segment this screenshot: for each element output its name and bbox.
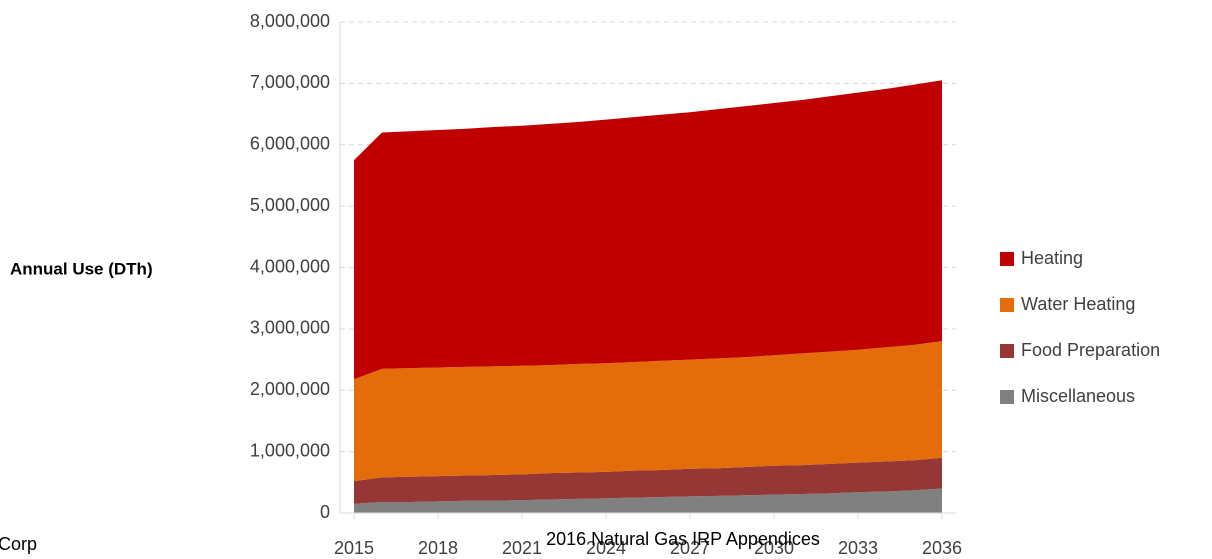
x-tick-label: 2024 xyxy=(586,538,626,558)
x-tick-label: 2033 xyxy=(838,538,878,558)
y-tick-label: 0 xyxy=(320,502,330,522)
legend-swatch xyxy=(1000,298,1014,312)
y-tick-label: 1,000,000 xyxy=(250,440,330,460)
legend-label: Miscellaneous xyxy=(1021,386,1135,406)
footer-center: 2016 Natural Gas IRP Appendices xyxy=(546,529,820,549)
legend-swatch xyxy=(1000,344,1014,358)
y-tick-label: 5,000,000 xyxy=(250,195,330,215)
y-tick-label: 8,000,000 xyxy=(250,11,330,31)
area xyxy=(354,457,942,504)
x-tick-label: 2015 xyxy=(334,538,374,558)
y-tick-label: 6,000,000 xyxy=(250,134,330,154)
legend-swatch xyxy=(1000,390,1014,404)
legend-swatch xyxy=(1000,252,1014,266)
area xyxy=(354,341,942,482)
y-tick-label: 4,000,000 xyxy=(250,256,330,276)
y-tick-label: 2,000,000 xyxy=(250,379,330,399)
legend: Heating Water Heating Food Preparation Misc… xyxy=(1000,248,1160,406)
x-tick-label: 2030 xyxy=(754,538,794,558)
x-tick-label: 2027 xyxy=(670,538,710,558)
x-tick-label: 2036 xyxy=(922,538,962,558)
x-tick-label: 2018 xyxy=(418,538,458,558)
footer-left: Corp xyxy=(0,534,37,554)
y-tick-label: 7,000,000 xyxy=(250,72,330,92)
x-tick-label: 2021 xyxy=(502,538,542,558)
y-tick-label: 3,000,000 xyxy=(250,318,330,338)
y-axis-title: Annual Use (DTh) xyxy=(10,259,153,278)
legend-label: Heating xyxy=(1021,248,1083,268)
legend-label: Water Heating xyxy=(1021,294,1135,314)
area xyxy=(354,488,942,513)
legend-label: Food Preparation xyxy=(1021,340,1160,360)
area xyxy=(354,80,942,380)
